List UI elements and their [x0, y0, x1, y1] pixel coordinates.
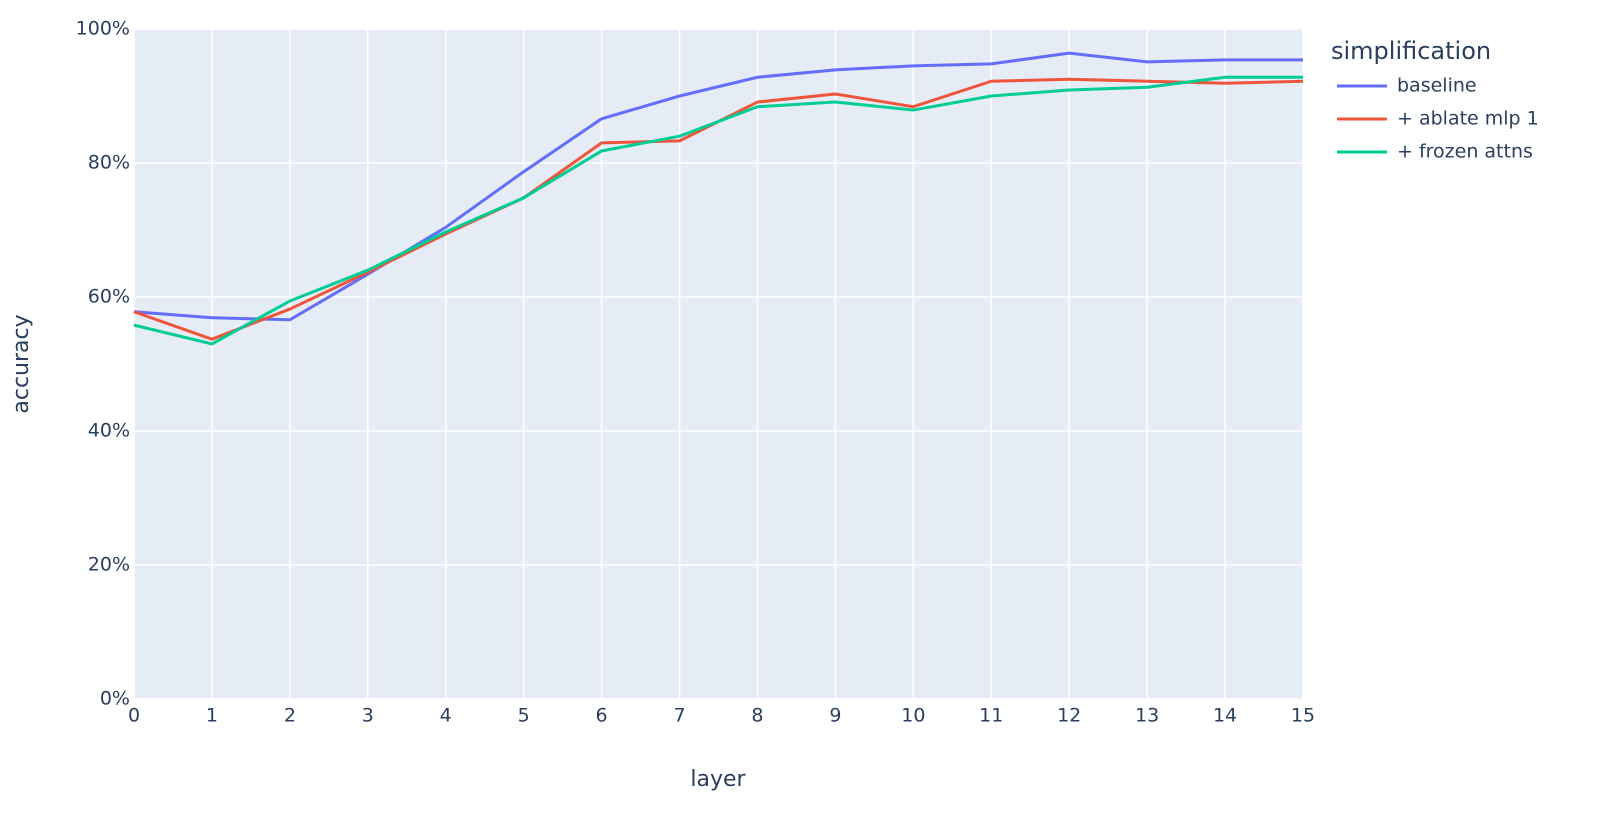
- legend-label: + frozen attns: [1397, 141, 1533, 163]
- y-tick-label: 80%: [88, 152, 130, 174]
- x-tick-label: 2: [284, 705, 296, 727]
- x-axis-title: layer: [690, 767, 746, 792]
- y-tick-label: 20%: [88, 554, 130, 576]
- x-tick-label: 10: [901, 705, 925, 727]
- x-tick-label: 6: [596, 705, 608, 727]
- x-tick-label: 9: [829, 705, 841, 727]
- x-tick-label: 8: [751, 705, 763, 727]
- x-tick-label: 3: [362, 705, 374, 727]
- x-tick-label: 15: [1291, 705, 1315, 727]
- x-tick-label: 12: [1057, 705, 1081, 727]
- line-series: [133, 75, 1303, 346]
- y-tick-label: 60%: [88, 286, 130, 308]
- plot-area: [134, 29, 1303, 699]
- x-tick-label: 4: [440, 705, 452, 727]
- y-tick-label: 40%: [88, 420, 130, 442]
- x-tick-label: 13: [1135, 705, 1159, 727]
- legend-label: + ablate mlp 1: [1397, 108, 1539, 130]
- legend-title: simplification: [1331, 37, 1491, 65]
- y-tick-label: 100%: [76, 18, 130, 40]
- x-tick-label: 11: [979, 705, 1003, 727]
- line-series: [133, 51, 1303, 322]
- x-tick-label: 5: [518, 705, 530, 727]
- x-tick-label: 0: [128, 705, 140, 727]
- x-tick-label: 7: [673, 705, 685, 727]
- legend-label: baseline: [1397, 75, 1477, 97]
- x-tick-label: 1: [206, 705, 218, 727]
- x-tick-label: 14: [1213, 705, 1237, 727]
- y-axis-title: accuracy: [9, 314, 34, 413]
- y-tick-label: 0%: [100, 688, 130, 710]
